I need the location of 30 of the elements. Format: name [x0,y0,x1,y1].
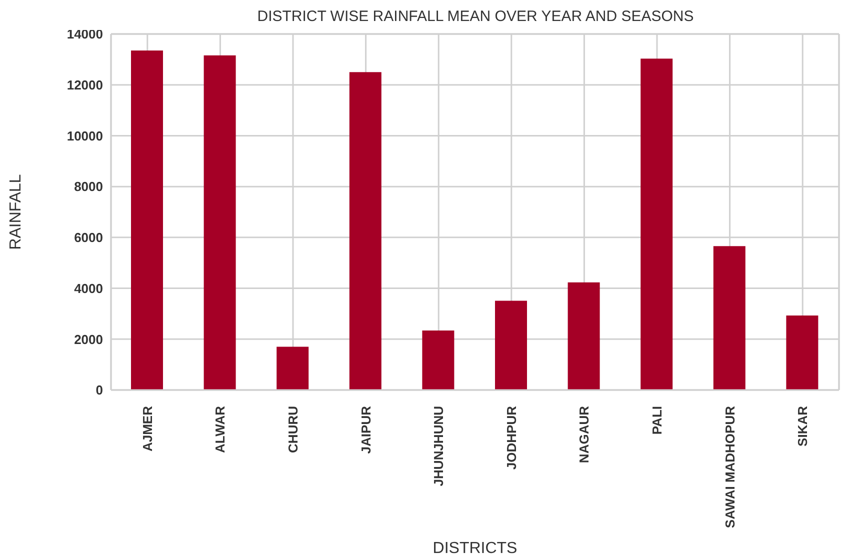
y-tick-label: 10000 [66,128,103,144]
bar [640,58,673,390]
bar [568,282,600,390]
y-tick-label: 8000 [74,179,103,194]
bar [422,330,454,390]
bar [786,315,818,390]
x-tick-label: CHURU [286,406,300,453]
bar [713,246,746,390]
x-tick-label: JODHPUR [504,405,519,470]
y-tick-label: 6000 [74,230,103,246]
x-axis-title: DISTRICTS [432,540,518,554]
bar [276,346,309,390]
x-tick-label: JAIPUR [358,405,374,454]
x-tick-label: AJMER [140,405,155,452]
y-tick-label: 4000 [74,280,103,296]
y-axis-title: RAINFALL [8,174,25,250]
x-tick-label: ALWAR [212,405,228,453]
chart-title: DISTRICT WISE RAINFALL MEAN OVER YEAR AND SEASONS [256,8,695,25]
x-tick-label: SAWAI MADHOPUR [722,405,738,528]
x-tick-label: JHUNJHUNU [431,406,446,486]
bar [349,72,382,390]
y-tick-label: 12000 [66,77,103,92]
x-tick-label: PALI [650,406,664,435]
bar [131,50,163,390]
bar [495,300,527,390]
x-tick-label: SIKAR [795,405,810,446]
bar [204,55,236,390]
y-tick-label: 2000 [74,332,103,347]
y-tick-label: 0 [96,382,103,398]
x-tick-label: NAGAUR [576,405,592,464]
